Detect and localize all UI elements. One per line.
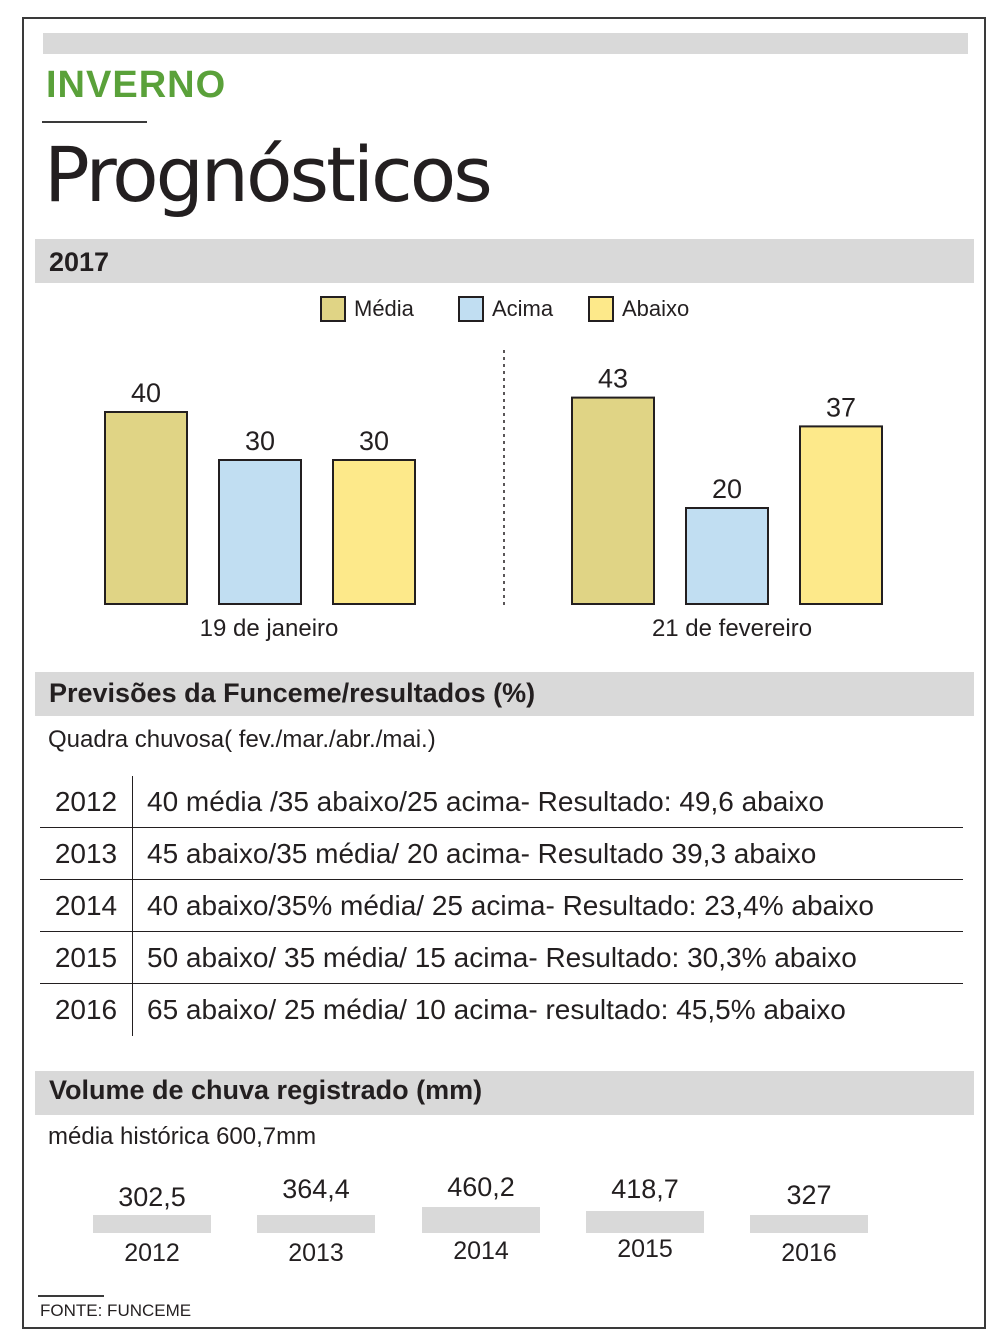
table-text: 50 abaixo/ 35 média/ 15 acima- Resultado… [147,942,857,973]
legend-item-acima: Acima [458,296,553,322]
bar-acima-1 [218,459,302,605]
legend-label-acima: Acima [492,296,554,321]
section-title-volume: Volume de chuva registrado (mm) [49,1075,483,1105]
table-text: 65 abaixo/ 25 média/ 10 acima- resultado… [147,994,846,1025]
volume-bar [586,1211,704,1233]
row-divider [40,930,963,932]
group-label-1: 19 de janeiro [200,615,339,642]
data-label-media-1: 40 [131,378,161,408]
volume-bar [93,1215,211,1233]
volume-value: 418,7 [611,1174,679,1204]
table-text: 40 média /35 abaixo/25 acima- Resultado:… [147,786,825,817]
table-row: 2013 45 abaixo/35 média/ 20 acima- Resul… [40,828,963,880]
source-credit: FONTE: FUNCEME [40,1301,192,1320]
bar-chart: 40 30 30 19 de janeiro 43 20 37 21 de fevereiro [104,350,883,642]
table-text: 40 abaixo/35% média/ 25 acima- Resultado… [147,890,874,921]
section-header-previsoes: Previsões da Funceme/resultados (%) [35,672,974,716]
bar-abaixo-1 [332,459,416,605]
data-label-abaixo-2: 37 [826,392,856,422]
kicker: INVERNO [46,64,227,106]
table-text: 45 abaixo/35 média/ 20 acima- Resultado … [147,838,817,869]
bar-media-1 [104,411,188,605]
volume-item-2012: 302,5 2012 [92,1170,212,1268]
volume-item-2013: 364,4 2013 [256,1170,376,1268]
volume-bar [422,1207,540,1233]
legend-label-media: Média [354,296,414,321]
volume-item-2014: 460,2 2014 [421,1170,541,1266]
table-year: 2012 [40,776,133,828]
legend-item-media: Média [320,296,414,322]
volume-value: 460,2 [447,1172,515,1202]
bar-acima-2 [685,507,769,605]
volume-bar [257,1215,375,1233]
forecast-table: 2012 40 média /35 abaixo/25 acima- Resul… [40,776,963,1036]
quadra-chuvosa-subtitle: Quadra chuvosa( fev./mar./abr./mai.) [48,726,436,753]
table-row: 2014 40 abaixo/35% média/ 25 acima- Resu… [40,880,963,932]
data-label-media-2: 43 [598,364,628,394]
volume-item-2016: 327 2016 [749,1170,869,1268]
infographic-frame [22,17,986,1329]
row-divider [40,878,963,880]
bar-media-2 [571,396,655,605]
page-title: Prognósticos [44,130,493,219]
section-title-previsoes: Previsões da Funceme/resultados (%) [49,678,536,708]
volume-item-2015: 418,7 2015 [585,1170,705,1264]
legend-swatch-abaixo [588,296,614,322]
top-bar [43,33,968,54]
volume-value: 364,4 [282,1174,350,1204]
volume-value: 302,5 [118,1182,186,1212]
table-year: 2014 [40,880,133,932]
section-header-volume: Volume de chuva registrado (mm) [35,1071,974,1115]
table-year: 2015 [40,932,133,984]
volume-year: 2014 [453,1237,509,1265]
table-row: 2015 50 abaixo/ 35 média/ 15 acima- Resu… [40,932,963,984]
row-divider [40,982,963,984]
table-row: 2016 65 abaixo/ 25 média/ 10 acima- resu… [40,984,963,1036]
chart-legend: Média Acima Abaixo [0,296,1000,332]
volume-year: 2015 [617,1235,673,1263]
legend-swatch-acima [458,296,484,322]
volume-bar [750,1215,868,1233]
source-rule [38,1295,104,1297]
section-header-2017: 2017 [35,239,974,283]
volume-year: 2013 [288,1239,344,1267]
volume-year: 2016 [781,1239,837,1267]
volume-value: 327 [786,1180,832,1210]
media-historica-subtitle: média histórica 600,7mm [48,1123,317,1150]
data-label-abaixo-1: 30 [359,426,389,456]
table-year: 2016 [40,984,133,1036]
legend-item-abaixo: Abaixo [588,296,689,322]
volume-year: 2012 [124,1239,180,1267]
section-title-2017: 2017 [49,247,110,277]
data-label-acima-2: 20 [712,474,742,504]
table-row: 2012 40 média /35 abaixo/25 acima- Resul… [40,776,963,828]
table-year: 2013 [40,828,133,880]
bar-abaixo-2 [799,425,883,606]
legend-label-abaixo: Abaixo [622,296,690,321]
row-divider [40,826,963,828]
legend-swatch-media [320,296,346,322]
group-label-2: 21 de fevereiro [652,615,812,642]
kicker-rule [42,121,147,123]
data-label-acima-1: 30 [245,426,275,456]
